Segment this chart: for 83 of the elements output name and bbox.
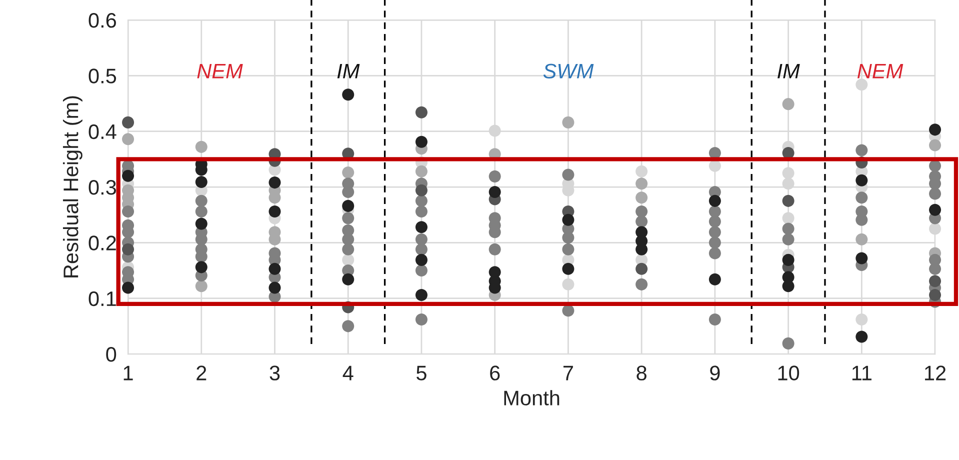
x-tick-label: 6 [490,366,500,380]
point [708,160,721,172]
x-tick-label: 11 [852,366,872,380]
annotation: NEM [197,64,243,78]
point [782,212,794,224]
x-tick-label: 10 [778,366,800,380]
point [122,133,134,146]
point [708,273,721,286]
point [268,262,281,275]
annotation: IM [778,64,800,78]
point [562,116,574,128]
point [342,166,354,179]
point [415,184,428,196]
point [856,78,868,91]
y-tick-label: 0.4 [88,124,116,140]
y-axis-title: Residual Height (m) [62,96,82,278]
point [122,170,134,182]
point [122,243,134,256]
point [636,262,648,275]
x-tick-label: 9 [710,366,720,380]
annotation: SWM [543,64,594,78]
point [929,124,942,136]
point [415,165,428,178]
point [415,136,428,148]
x-tick-label: 1 [124,366,133,380]
y-tick-label: 0.1 [88,291,116,306]
x-tick-label: 12 [925,366,946,380]
point [929,139,942,152]
point [342,88,354,101]
point [415,106,428,118]
point [122,116,134,128]
point [636,192,648,204]
point [929,204,942,216]
point [488,186,501,198]
point [782,167,794,180]
y-tick-label: 0.3 [88,180,116,195]
point [929,222,942,235]
point [415,221,428,234]
point [856,313,868,326]
x-tick-label: 2 [196,366,206,380]
point [856,174,868,186]
point [708,194,721,207]
point [856,330,868,343]
point [856,252,868,264]
point [636,178,648,190]
point [342,273,354,286]
point [488,124,501,137]
point [195,280,208,292]
x-tick-label: 7 [563,366,573,380]
y-tick-label: 0.5 [88,68,116,84]
x-tick-label: 5 [416,366,426,380]
point [929,275,942,288]
x-axis-title: Month [504,390,560,406]
point [636,165,648,178]
point [415,254,428,266]
x-tick-label: 8 [636,366,646,380]
annotation: IM [337,64,360,78]
y-tick-label: 0.6 [88,13,116,28]
y-tick-label: 0.2 [88,236,116,250]
annotation: NEM [857,64,904,78]
point [268,205,281,218]
point [122,282,134,294]
point [562,278,574,290]
point [268,176,281,189]
point [415,288,428,302]
point [782,178,794,190]
point [929,288,942,302]
point [782,280,794,292]
point [782,98,794,110]
x-tick-label: 4 [342,366,354,380]
point [562,262,574,275]
point [195,140,208,153]
x-tick-label: 3 [270,366,280,380]
point [782,194,794,207]
point [782,254,794,266]
point [342,200,354,212]
point [268,282,281,294]
y-tick-label: 0 [106,347,116,362]
point [195,261,208,274]
point [562,214,574,226]
point [195,176,208,188]
point [195,218,208,230]
point [856,233,868,246]
